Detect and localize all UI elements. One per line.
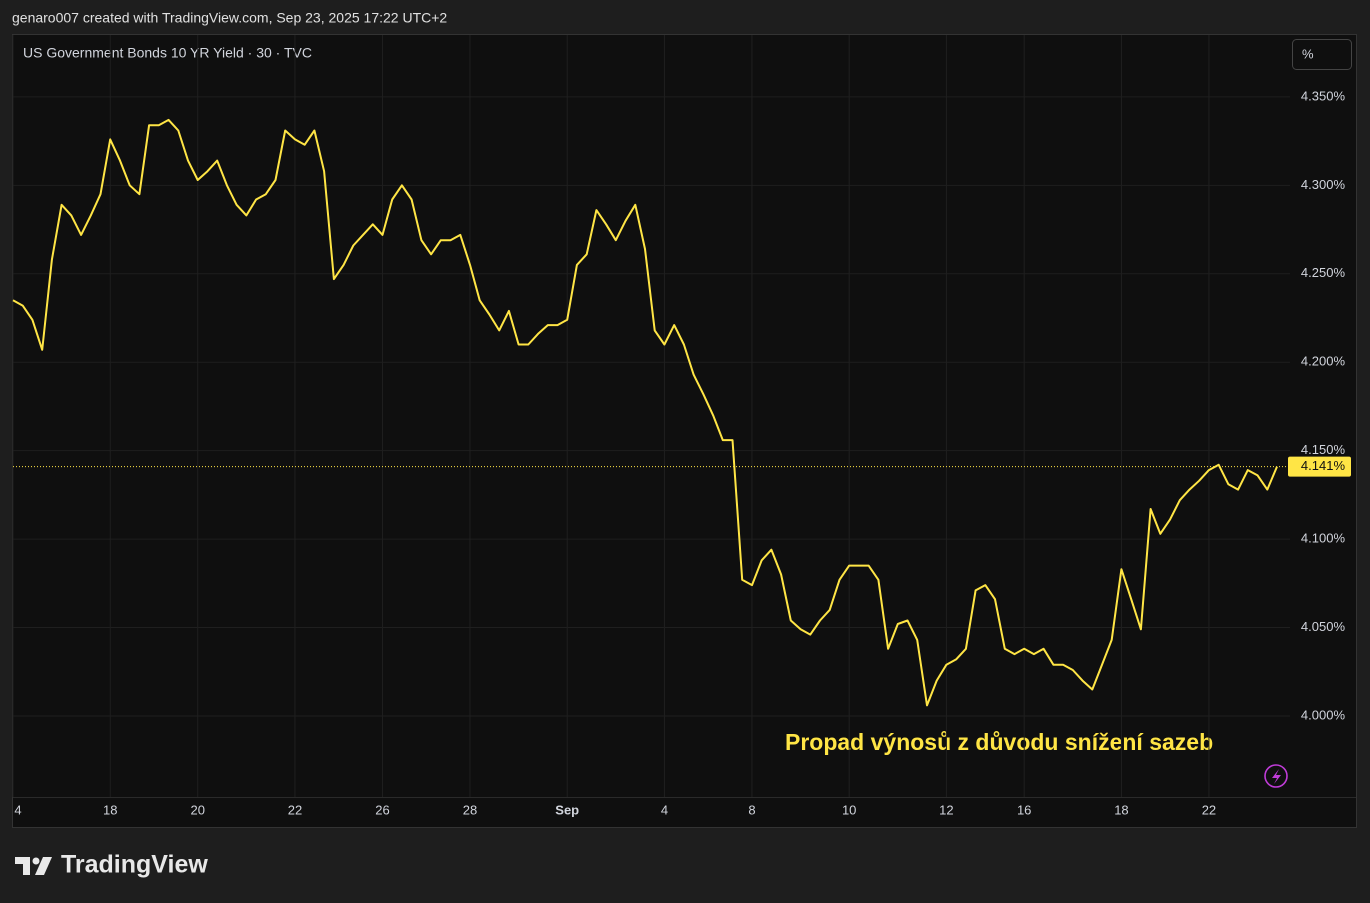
annotation: Propad výnosů z důvodu snížení sazeb: [785, 729, 1213, 755]
x-tick-label: 26: [375, 802, 389, 817]
x-tick-label: 20: [191, 802, 205, 817]
brand: TradingView: [61, 851, 208, 879]
chart-frame: [12, 34, 1357, 828]
y-tick-label: 4.050%: [1301, 619, 1346, 634]
y-tick-label: 4.300%: [1301, 177, 1346, 192]
x-tick-label: 4: [14, 802, 21, 817]
logo: [15, 857, 52, 875]
last-price-label: 4.141%: [1301, 458, 1346, 473]
x-tick-label: 4: [661, 802, 668, 817]
x-tick-label: 18: [103, 802, 117, 817]
x-tick-label: 22: [288, 802, 302, 817]
lightning-bolt: [1272, 769, 1281, 784]
x-tick-label: Sep: [555, 802, 579, 817]
x-tick-label: 22: [1202, 802, 1216, 817]
y-tick-label: 4.350%: [1301, 88, 1346, 103]
lightning-icon[interactable]: [1264, 764, 1288, 788]
unit-button-label[interactable]: %: [1302, 46, 1314, 61]
y-tick-label: 4.150%: [1301, 442, 1346, 457]
x-tick-label: 28: [463, 802, 477, 817]
chart-title: US Government Bonds 10 YR Yield · 30 · T…: [23, 45, 312, 61]
x-tick-label: 10: [842, 802, 856, 817]
x-tick-label: 16: [1017, 802, 1031, 817]
x-tick-label: 12: [939, 802, 953, 817]
logo-mark: [15, 857, 30, 875]
x-tick-label: 8: [748, 802, 755, 817]
y-tick-label: 4.250%: [1301, 265, 1346, 280]
y-tick-label: 4.100%: [1301, 531, 1346, 546]
y-tick-label: 4.200%: [1301, 354, 1346, 369]
plot: 4.000% 4.050% 4.100% 4.150% 4.200% 4.250% 4.30…: [12, 35, 1356, 817]
logo-dot: [32, 857, 40, 865]
last-price-box: [1288, 456, 1351, 477]
x-tick-label: 18: [1114, 802, 1128, 817]
header: genaro007 created with TradingView.com, …: [12, 10, 447, 26]
price-line: [12, 118, 1278, 707]
logo-mark: [35, 857, 52, 875]
y-tick-label: 4.000%: [1301, 707, 1346, 722]
unit-button[interactable]: [1292, 39, 1352, 70]
